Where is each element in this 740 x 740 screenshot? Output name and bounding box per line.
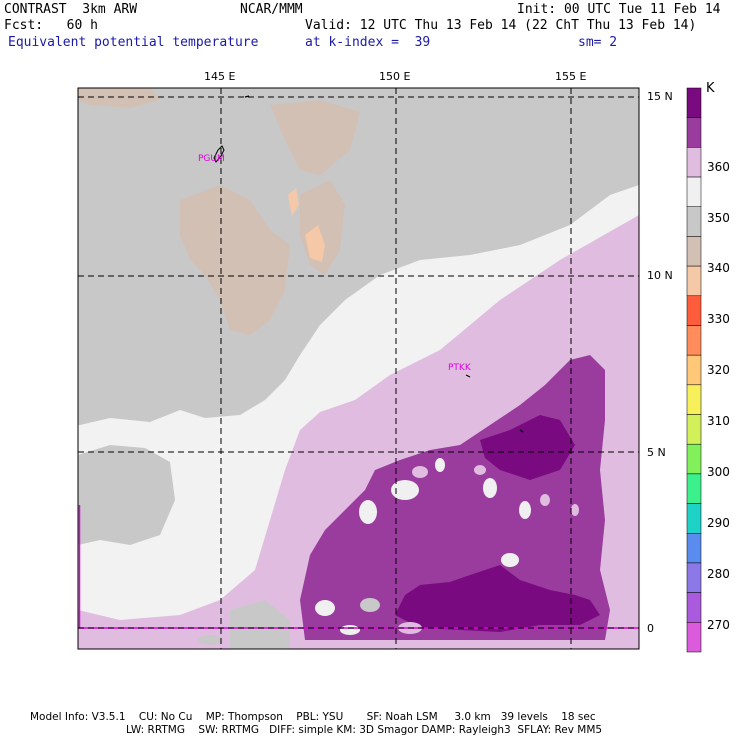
colorbar-swatch [686,562,702,593]
colorbar-swatch [686,206,702,237]
station-label-pgum: PGUM [198,154,225,164]
colorbar-swatch [686,473,702,504]
colorbar-swatch [686,87,702,118]
colorbar-unit: K [706,81,715,96]
station-label-ptkk: PTKK [448,363,472,373]
center-title: NCAR/MMM [240,2,303,17]
chuuk-island [465,374,471,378]
lon-label-150: 150 E [379,70,411,83]
colorbar-swatch [686,622,702,653]
colorbar-label-330: 330 [707,312,730,326]
colorbar-swatch [686,147,702,178]
lat-label-10n: 10 N [647,269,673,282]
colorbar-swatch [686,533,702,564]
colorbar-swatch [686,384,702,415]
colorbar-swatch [686,265,702,297]
guam-island [213,145,225,163]
colorbar-label-290: 290 [707,516,730,530]
level-info: at k-index = 39 [305,35,431,50]
valid-time: Valid: 12 UTC Thu 13 Feb 14 (22 ChT Thu … [305,18,697,33]
colorbar-swatch [686,325,702,356]
colorbar-swatch [686,443,702,475]
colorbar-label-310: 310 [707,414,730,428]
model-title: CONTRAST 3km ARW [4,2,138,17]
lat-label-15n: 15 N [647,90,673,103]
lon-label-145: 145 E [204,70,236,83]
colorbar-swatch [686,592,702,623]
colorbar-swatch [686,176,702,207]
lat-label-5n: 5 N [647,446,666,459]
lat-label-0: 0 [647,622,654,635]
colorbar-swatch [686,414,702,445]
colorbar [686,87,702,653]
colorbar-label-280: 280 [707,567,730,581]
colorbar-swatch [686,354,702,386]
colorbar-label-340: 340 [707,261,730,275]
colorbar-label-360: 360 [707,160,730,174]
colorbar-swatch [686,503,702,534]
map-frame [77,87,640,650]
colorbar-label-350: 350 [707,211,730,225]
colorbar-swatch [686,236,702,267]
model-info-line1: Model Info: V3.5.1 CU: No Cu MP: Thompso… [30,711,596,723]
init-time: Init: 00 UTC Tue 11 Feb 14 [517,2,721,17]
colorbar-label-300: 300 [707,465,730,479]
field-name: Equivalent potential temperature [8,35,259,50]
lat-lon-grid [78,88,639,649]
colorbar-swatch [686,295,702,326]
colorbar-label-270: 270 [707,618,730,632]
theta-e-field [78,88,639,649]
colorbar-swatch [686,117,702,148]
colorbar-label-320: 320 [707,363,730,377]
smoothing-info: sm= 2 [578,35,618,50]
lon-label-155: 155 E [555,70,587,83]
model-info-line2: LW: RRTMG SW: RRTMG DIFF: simple KM: 3D … [126,724,603,736]
island-marker [519,429,524,433]
island-marker [244,95,250,98]
forecast-hour: Fcst: 60 h [4,18,98,33]
